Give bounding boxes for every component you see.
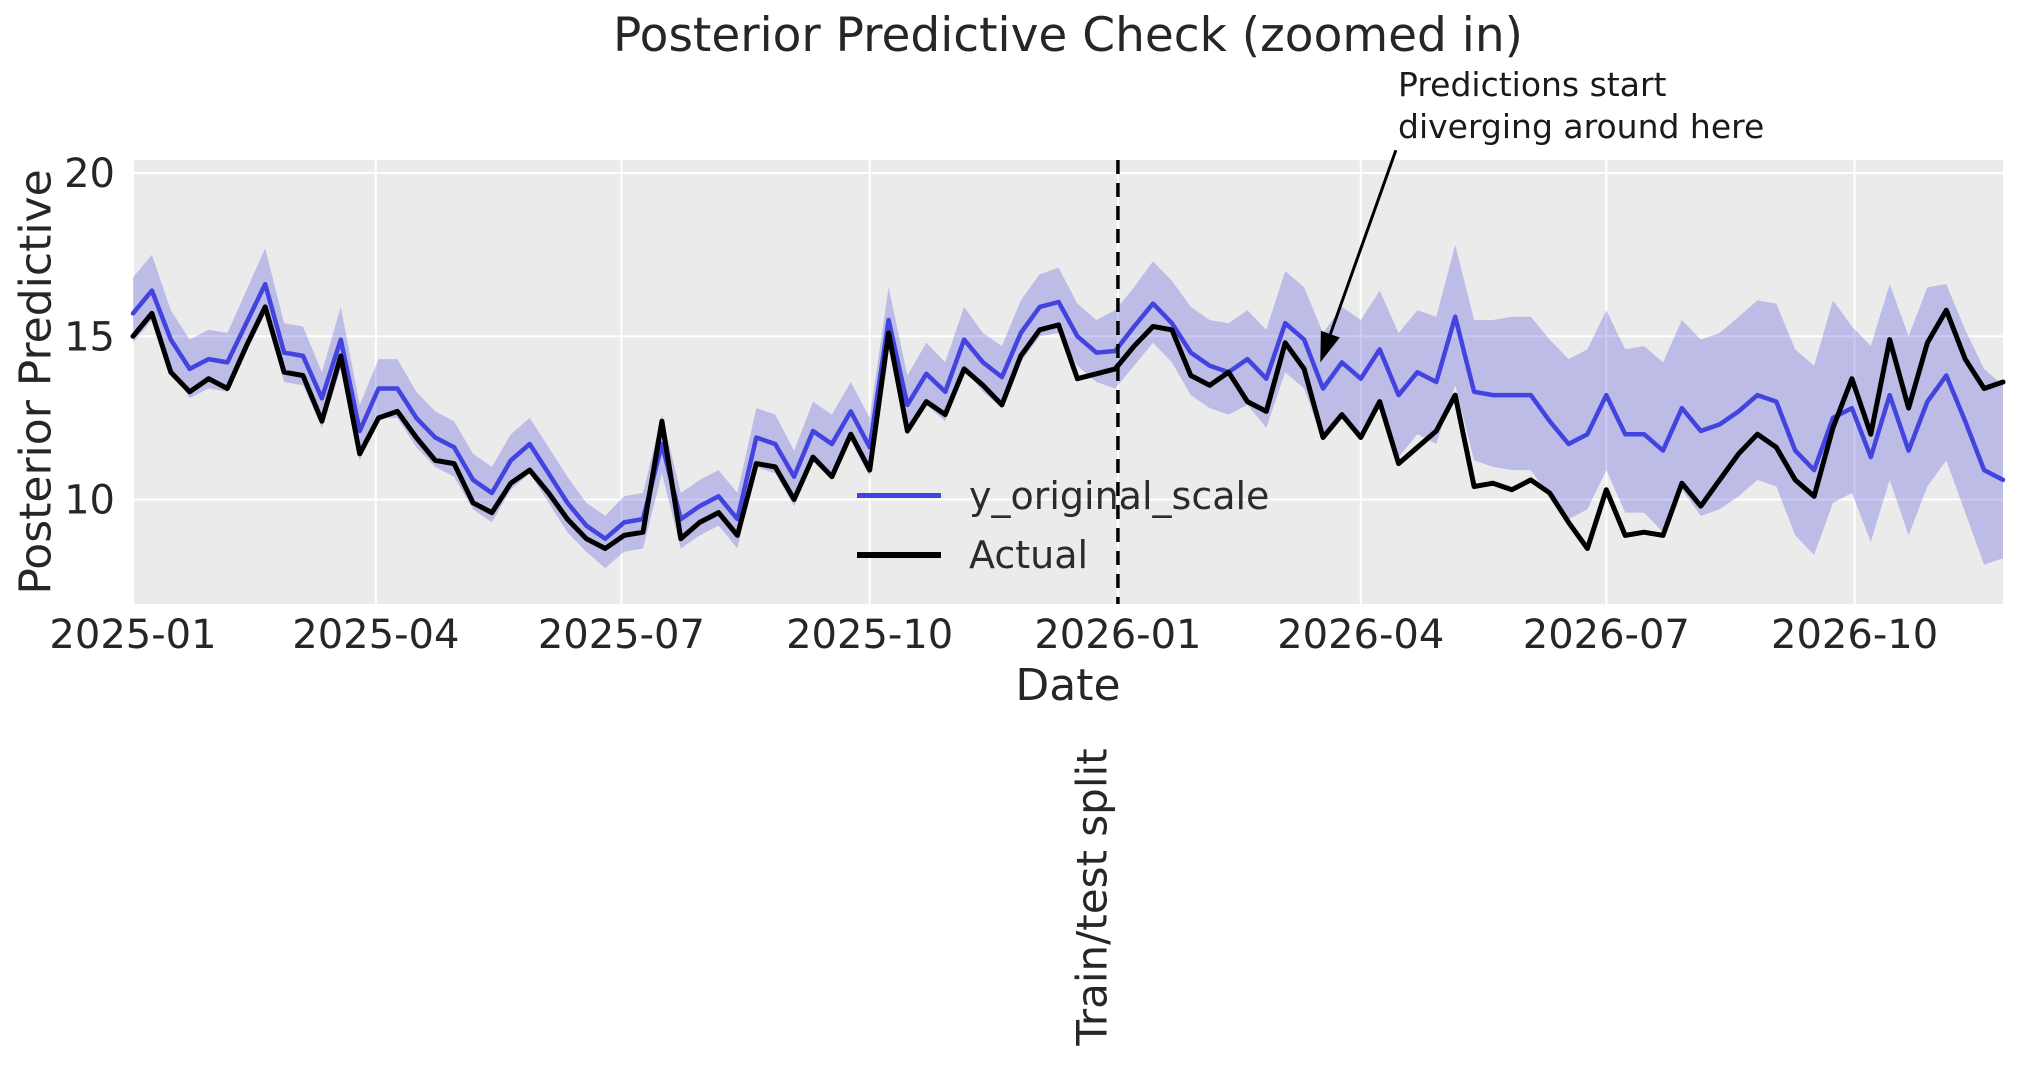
x-tick-label: 2026-10 xyxy=(1771,612,1938,658)
x-tick-label: 2025-04 xyxy=(292,612,459,658)
x-tick-label: 2026-07 xyxy=(1523,612,1690,658)
x-tick-label: 2026-04 xyxy=(1277,612,1444,658)
chart-title: Posterior Predictive Check (zoomed in) xyxy=(613,8,1523,63)
x-tick-label: 2025-07 xyxy=(538,612,705,658)
legend: y_original_scale Actual xyxy=(857,466,1269,584)
annotation-text: Predictions start diverging around here xyxy=(1398,64,1764,148)
y-original-scale-line xyxy=(130,281,2006,541)
y-tick-label: 10 xyxy=(64,478,115,524)
y-axis-label: Posterior Predictive xyxy=(10,169,62,595)
annotation-line-2: diverging around here xyxy=(1398,107,1765,147)
annotation-arrow-shaft xyxy=(1328,149,1398,335)
y-tick-label: 15 xyxy=(64,314,115,360)
x-axis-label: Date xyxy=(1015,660,1121,711)
legend-label-y-original-scale: y_original_scale xyxy=(969,473,1270,518)
x-tick-label: 2025-10 xyxy=(786,612,953,658)
actual-line-swatch xyxy=(857,551,941,558)
y-tick-label: 20 xyxy=(64,151,115,197)
annotation-line-1: Predictions start xyxy=(1398,65,1667,104)
posterior-uncertainty-band xyxy=(133,244,2003,569)
x-tick-label: 2025-01 xyxy=(49,612,216,658)
legend-entry-actual: Actual xyxy=(857,525,1269,584)
annotation-arrow-head xyxy=(1320,330,1340,363)
y-original-scale-line-swatch xyxy=(857,493,941,498)
legend-label-actual: Actual xyxy=(969,532,1089,577)
actual-line xyxy=(130,304,2006,551)
x-tick-label: 2026-01 xyxy=(1034,612,1201,658)
legend-entry-y-original-scale: y_original_scale xyxy=(857,466,1269,525)
train-test-split-label: Train/test split xyxy=(1067,748,1117,1046)
plot-area xyxy=(133,160,2003,604)
